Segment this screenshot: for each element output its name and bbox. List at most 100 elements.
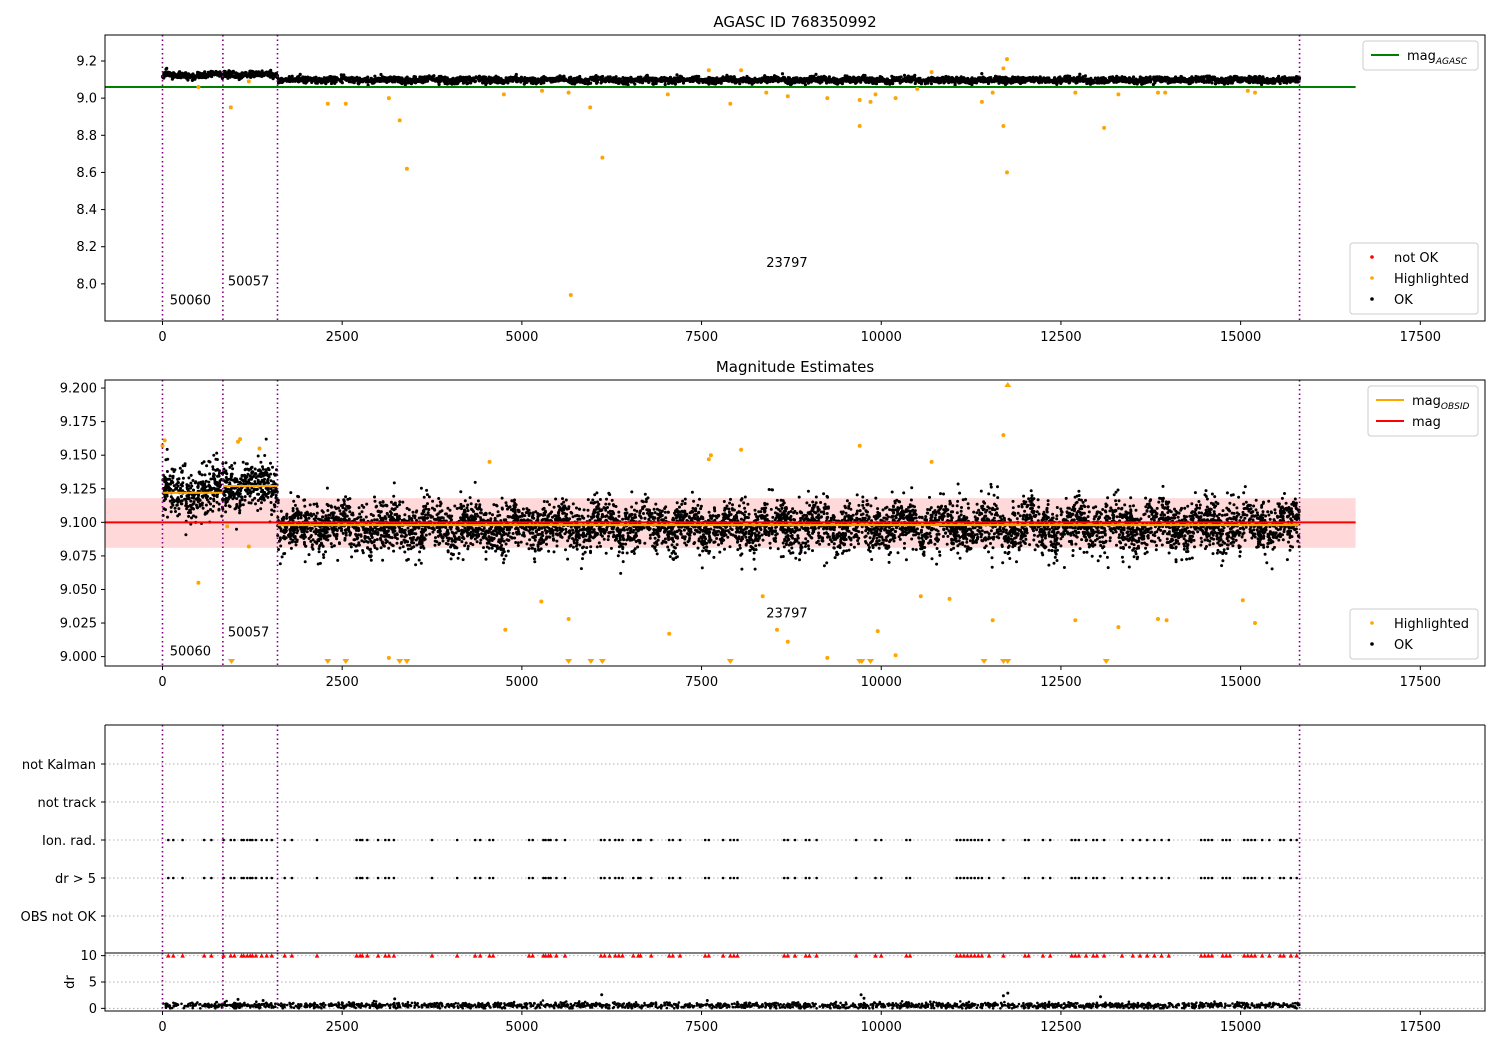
ok-point — [638, 78, 642, 82]
ok-point — [1067, 79, 1071, 83]
ok-point — [256, 499, 260, 502]
highlighted-point — [990, 90, 995, 95]
ok-point — [716, 80, 721, 85]
ok-point — [181, 476, 185, 480]
x-tick-label: 17500 — [1400, 330, 1441, 345]
ok-point — [803, 83, 808, 87]
ok-point — [203, 482, 207, 486]
x-tick-label: 5000 — [505, 330, 538, 345]
ok-point — [269, 501, 273, 504]
ok-point — [453, 82, 457, 86]
ok-point — [324, 80, 328, 84]
ok-point — [260, 501, 263, 505]
ok-point — [1141, 82, 1145, 86]
ok-point — [234, 506, 238, 510]
ok-point — [843, 74, 847, 78]
highlighted-point — [857, 124, 862, 128]
ok-point — [1271, 79, 1275, 83]
ok-point — [653, 79, 657, 83]
ok-point — [166, 457, 170, 461]
ok-point — [573, 82, 577, 86]
ok-point — [1144, 496, 1148, 500]
ok-point — [251, 73, 256, 78]
ok-point — [258, 468, 261, 472]
ok-point — [1222, 548, 1226, 552]
ok-point — [1029, 79, 1033, 83]
ok-point — [769, 77, 773, 81]
ok-point — [253, 480, 257, 484]
ok-point — [249, 476, 253, 480]
ok-point — [216, 488, 220, 492]
ok-points-segment — [221, 68, 280, 82]
ok-point — [204, 503, 208, 507]
ok-point — [266, 480, 269, 484]
y-tick-label: 8.4 — [76, 203, 97, 218]
ok-point — [264, 469, 268, 473]
ok-point — [1191, 78, 1195, 82]
ok-points-segment — [275, 72, 1302, 88]
ok-point — [209, 497, 212, 500]
ok-point — [1074, 81, 1078, 85]
ok-point — [239, 503, 243, 507]
ok-point — [187, 514, 191, 518]
ok-point — [244, 70, 248, 75]
ok-point — [231, 467, 235, 471]
ok-point — [227, 69, 231, 73]
ok-point — [689, 77, 693, 81]
highlighted-point — [325, 101, 330, 106]
ok-point — [802, 78, 806, 82]
ok-point — [168, 72, 173, 76]
ok-point — [184, 533, 188, 537]
ok-point — [197, 76, 201, 80]
ok-point — [194, 480, 198, 484]
ok-point — [214, 72, 218, 76]
ok-point — [620, 81, 624, 85]
highlighted-point — [228, 105, 233, 110]
ok-point — [1048, 78, 1052, 82]
ok-point — [192, 514, 195, 518]
ok-point — [549, 80, 553, 84]
ok-point — [265, 70, 269, 74]
ok-point — [457, 79, 461, 83]
ok-point — [171, 476, 175, 480]
ok-point — [197, 72, 201, 76]
ok-point — [192, 74, 196, 78]
highlighted-point — [600, 155, 605, 160]
ok-point — [187, 476, 191, 480]
ok-point — [786, 77, 790, 82]
ok-point — [333, 78, 338, 82]
ok-point — [214, 69, 218, 74]
ok-point — [621, 76, 625, 80]
highlighted-point — [1253, 90, 1257, 95]
ok-point — [269, 68, 273, 72]
highlighted-point — [1073, 90, 1078, 95]
ok-point — [303, 78, 307, 82]
ok-point — [1173, 78, 1178, 82]
ok-point — [632, 79, 636, 83]
ok-point — [955, 77, 960, 81]
ok-point — [338, 79, 342, 83]
ok-point — [727, 76, 732, 80]
ok-point — [1254, 75, 1258, 79]
ok-point — [720, 79, 724, 83]
ok-point — [240, 496, 244, 500]
ok-point — [799, 77, 803, 81]
highlighted-point — [868, 99, 873, 104]
ok-point — [214, 457, 218, 461]
ok-point — [164, 67, 168, 71]
ok-point — [240, 473, 244, 477]
ok-point — [1167, 77, 1171, 81]
ok-point — [211, 477, 215, 481]
ok-point — [918, 76, 922, 80]
ok-point — [205, 496, 208, 500]
legend-dot-swatch — [1370, 297, 1374, 301]
obsid-label: 23797 — [766, 256, 807, 271]
highlighted-point — [386, 96, 391, 101]
ok-point — [809, 78, 814, 82]
highlighted-point — [739, 68, 744, 73]
ok-point — [238, 509, 242, 512]
ok-point — [259, 507, 263, 511]
ok-point — [1007, 77, 1011, 81]
